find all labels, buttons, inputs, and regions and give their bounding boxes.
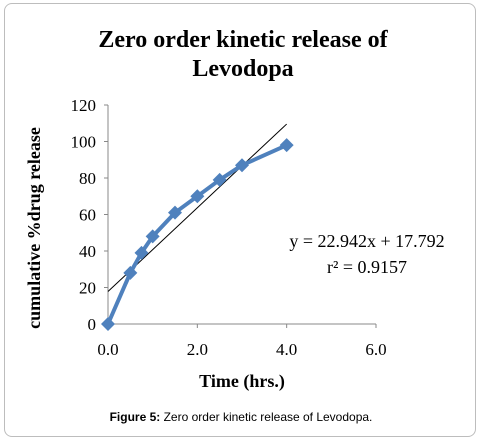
chart: Zero order kinetic release of Levodopa 0… [24, 27, 445, 392]
series-line [106, 143, 288, 325]
data-point-marker [134, 245, 149, 260]
data-point-marker [279, 138, 294, 153]
y-axis-ticks: 0 20 40 60 80 100 120 [71, 96, 108, 334]
chart-title-line-2: Levodopa [192, 56, 293, 82]
chart-title-line-1: Zero order kinetic release of [98, 27, 388, 53]
trendline [107, 123, 288, 292]
data-point-marker [212, 172, 227, 187]
x-axis-title: Time (hrs.) [199, 371, 285, 392]
x-tick-label: 6.0 [365, 340, 386, 359]
data-point-marker [101, 317, 115, 331]
y-tick-label: 120 [71, 96, 97, 115]
series-markers [101, 138, 294, 331]
x-tick-label: 4.0 [276, 340, 297, 359]
x-tick-label: 0.0 [97, 340, 118, 359]
data-point-marker [145, 229, 160, 244]
y-tick-label: 20 [79, 279, 96, 298]
y-tick-label: 40 [79, 242, 96, 261]
data-point-marker [190, 189, 205, 204]
data-point-marker [235, 158, 249, 173]
x-axis-ticks: 0.0 2.0 4.0 6.0 [97, 324, 387, 359]
data-point-marker [123, 265, 138, 280]
y-tick-label: 80 [79, 169, 96, 188]
caption-label: Figure 5: [109, 410, 161, 424]
x-tick-label: 2.0 [187, 340, 208, 359]
y-tick-label: 0 [88, 315, 97, 334]
y-axis-title: cumulative %drug release [24, 127, 44, 329]
r-squared-label: r² = 0.9157 [327, 257, 407, 277]
y-tick-label: 60 [79, 206, 96, 225]
y-tick-label: 100 [71, 133, 97, 152]
data-point-marker [168, 205, 182, 220]
figure-caption: Figure 5: Zero order kinetic release of … [0, 410, 482, 424]
figure-frame [4, 3, 476, 437]
caption-text: Zero order kinetic release of Levodopa. [160, 410, 373, 424]
trendline-equation: y = 22.942x + 17.792 [289, 231, 444, 251]
